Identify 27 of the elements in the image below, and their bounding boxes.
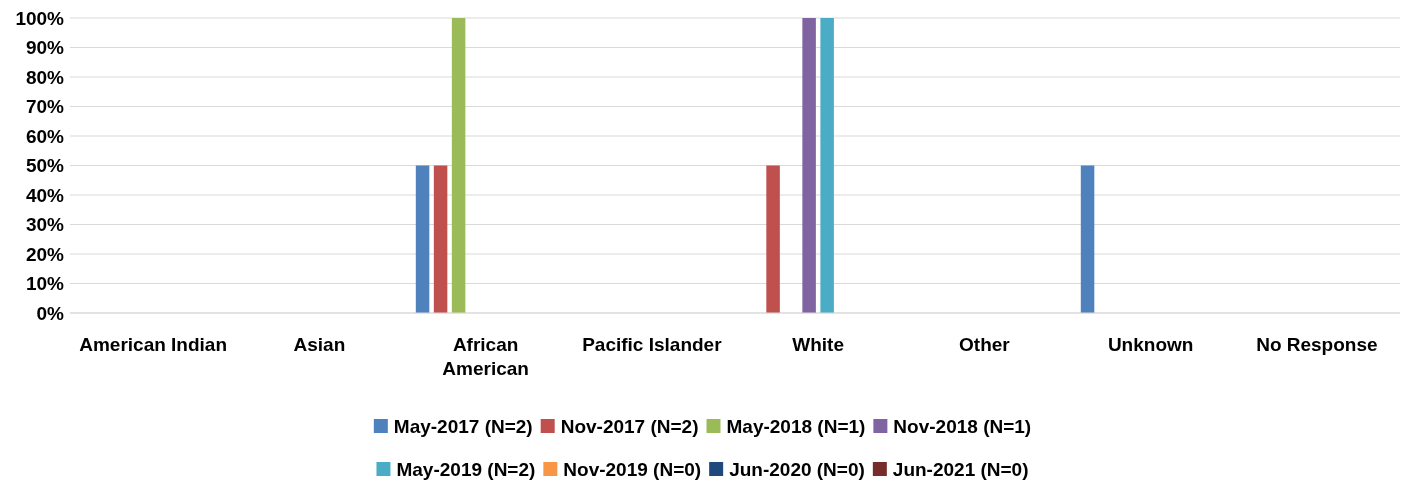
y-tick-label: 90% (25, 37, 65, 59)
x-tick-label: No Response (1256, 334, 1378, 355)
y-tick-label: 30% (25, 214, 65, 236)
y-tick-label: 10% (25, 273, 65, 295)
legend-label: Nov-2017 (N=2) (560, 415, 699, 437)
legend-label: Nov-2019 (N=0) (563, 458, 702, 480)
x-tick-label: Other (959, 334, 1011, 355)
legend-label: May-2019 (N=2) (396, 458, 536, 480)
legend-label: Jun-2021 (N=0) (892, 458, 1029, 480)
y-tick-label: 50% (25, 155, 65, 177)
y-tick-label: 60% (25, 125, 65, 147)
y-tick-label: 0% (36, 302, 65, 324)
legend-label: Nov-2018 (N=1) (893, 415, 1032, 437)
x-tick-label: Asian (293, 334, 346, 355)
x-tick-label: Pacific Islander (582, 334, 723, 355)
x-tick-label: Unknown (1107, 334, 1194, 355)
x-tick-label: White (792, 334, 844, 355)
y-tick-label: 40% (25, 184, 65, 206)
legend-label: Jun-2020 (N=0) (729, 458, 865, 480)
y-tick-label: 70% (25, 96, 65, 118)
y-tick-label: 20% (25, 243, 65, 265)
y-tick-label: 100% (15, 7, 65, 29)
legend-label: May-2018 (N=1) (726, 415, 866, 437)
legend-label: May-2017 (N=2) (393, 415, 533, 437)
y-tick-label: 80% (25, 66, 65, 88)
x-tick-label: American Indian (79, 334, 228, 355)
x-tick-label: African American (442, 334, 529, 379)
